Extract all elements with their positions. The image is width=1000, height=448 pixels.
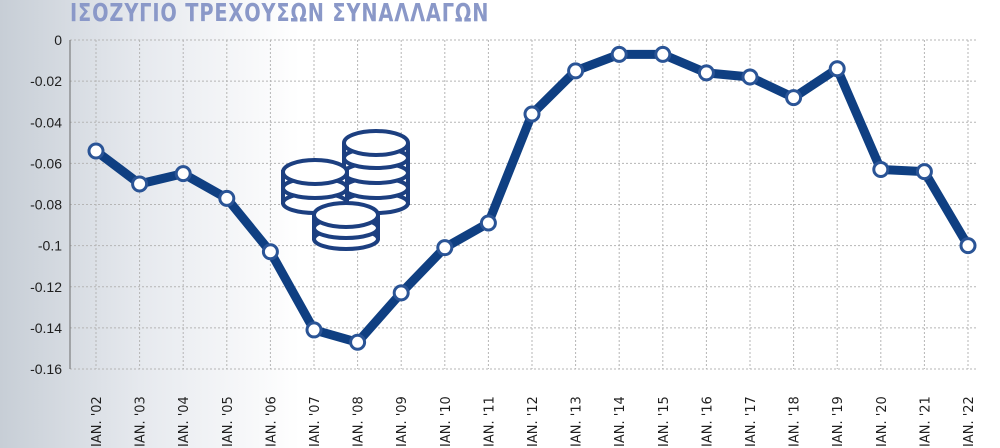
y-tick-label: -0.08 (30, 197, 62, 213)
x-tick-label: IAN. '04 (177, 396, 192, 447)
x-tick-label: IAN. '18 (788, 396, 803, 447)
x-tick-label: IAN. '20 (875, 396, 890, 447)
x-tick-label: IAN. '16 (700, 396, 715, 447)
x-tick-label: IAN. '03 (134, 396, 149, 447)
y-tick-label: -0.12 (30, 279, 62, 295)
grid-lines (70, 39, 976, 370)
y-tick-label: -0.06 (30, 155, 62, 171)
data-point (610, 45, 628, 63)
data-point (261, 243, 279, 261)
data-point (785, 89, 803, 107)
data-point (872, 161, 890, 179)
data-point (915, 163, 933, 181)
x-tick-label: IAN. '21 (918, 396, 933, 447)
y-tick-labels: 0 -0.02 -0.04 -0.06 -0.08 -0.1 -0.12 -0.14 -0.16 (30, 32, 62, 377)
data-point (392, 284, 410, 302)
x-tick-label: IAN. '13 (570, 396, 585, 447)
x-tick-label: IAN. '09 (395, 396, 410, 447)
data-point (523, 105, 541, 123)
data-point (828, 60, 846, 78)
y-tick-label: -0.04 (30, 114, 62, 130)
x-tick-label: IAN. '12 (526, 396, 541, 447)
data-point (741, 68, 759, 86)
x-tick-label: IAN. '15 (657, 396, 672, 447)
x-tick-label: IAN. '08 (352, 396, 367, 447)
x-tick-labels: IAN. '02 IAN. '03 IAN. '04 IAN. '05 IAN. '06… (90, 396, 977, 447)
data-point (87, 142, 105, 160)
data-point (131, 175, 149, 193)
x-tick-label: IAN. '22 (962, 396, 977, 447)
y-tick-label: -0.16 (30, 361, 62, 377)
x-tick-label: IAN. '10 (439, 396, 454, 447)
x-tick-label: IAN. '19 (831, 396, 846, 447)
y-tick-label: -0.1 (38, 238, 62, 254)
x-tick-label: IAN. '14 (613, 396, 628, 447)
x-tick-label: IAN. '11 (482, 396, 497, 447)
y-tick-label: 0 (54, 32, 62, 48)
data-point (479, 214, 497, 232)
x-tick-label: IAN. '02 (90, 396, 105, 447)
data-point (654, 45, 672, 63)
x-tick-label: IAN. '17 (744, 396, 759, 447)
y-tick-label: -0.14 (30, 320, 62, 336)
y-tick-label: -0.02 (30, 73, 62, 89)
x-tick-label: IAN. '05 (221, 396, 236, 447)
data-point (959, 237, 977, 255)
series-group (87, 45, 977, 351)
data-point (567, 62, 585, 80)
data-point (305, 321, 323, 339)
data-point (349, 333, 367, 351)
coin-stacks-icon (281, 129, 410, 251)
x-tick-label: IAN. '06 (264, 396, 279, 447)
data-point (174, 165, 192, 183)
chart-title: ΙΣΟΖΥΓΙΟ ΤΡΕΧΟΥΣΩΝ ΣΥΝΑΛΛΑΓΩΝ (70, 0, 490, 27)
data-point (436, 239, 454, 257)
data-point (697, 64, 715, 82)
data-point (218, 189, 236, 207)
x-tick-label: IAN. '07 (308, 396, 323, 447)
